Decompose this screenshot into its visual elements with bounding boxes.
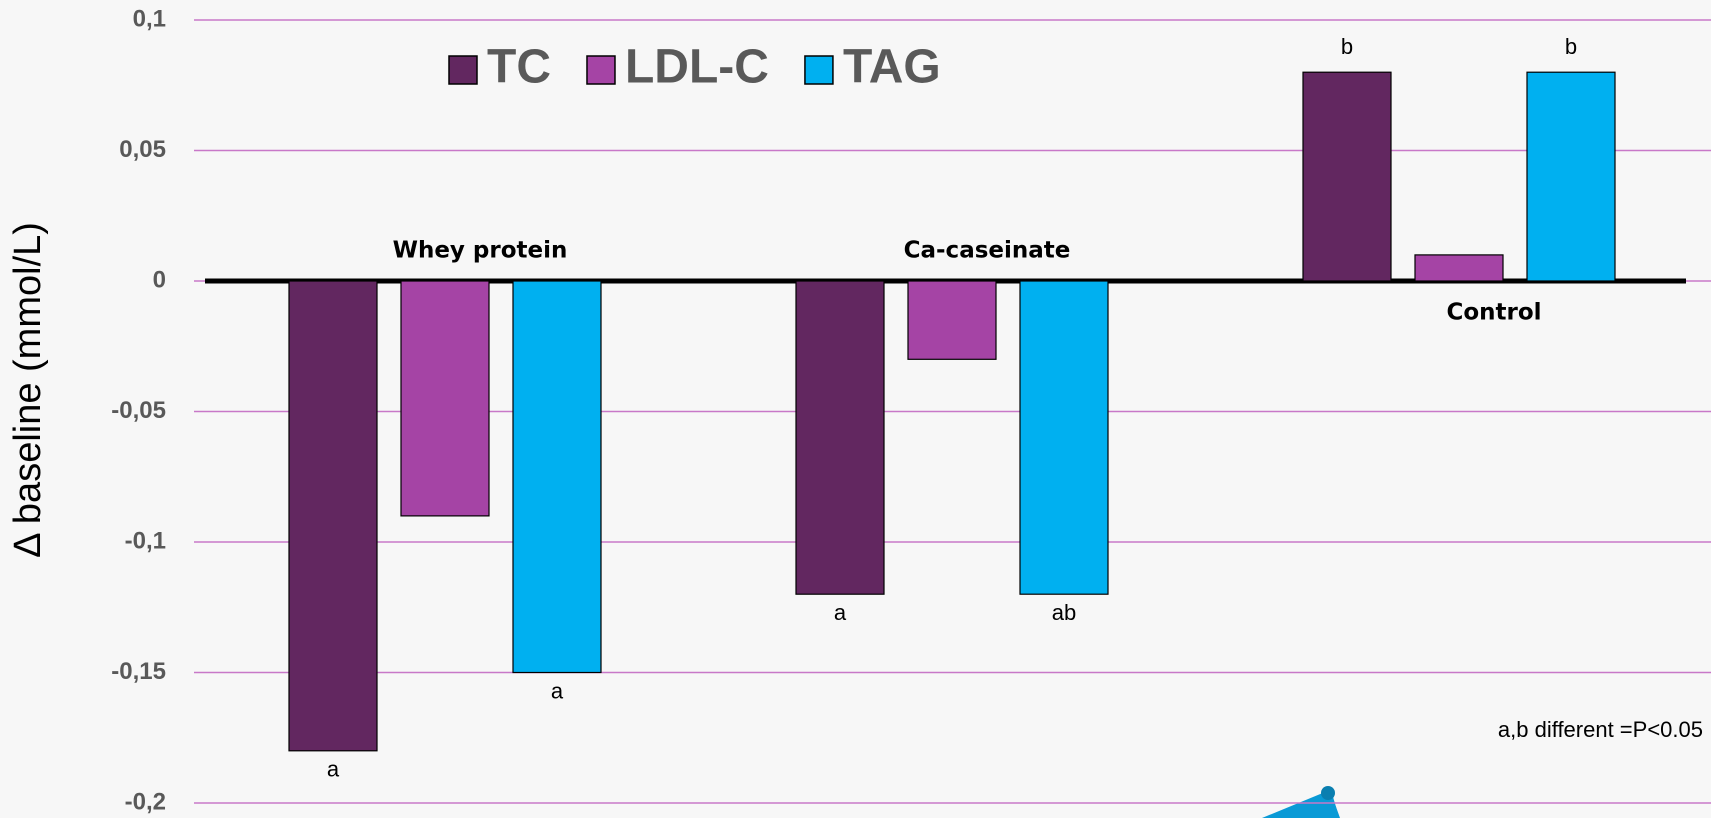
y-tick-label: 0 [153,266,166,293]
y-tick-label: -0,05 [111,397,166,424]
y-tick-label: -0,15 [111,658,166,685]
note: a,b different =P<0.05 [1498,717,1703,742]
bar [288,280,378,752]
category-label: Ca-caseinate [904,238,1071,264]
y-tick-label: 0,05 [119,136,166,163]
bar [795,280,885,595]
bar [1302,71,1392,282]
arrow [1262,786,1340,818]
legend-swatch [448,55,478,85]
significance-letter: b [1341,34,1353,59]
bar [400,280,490,517]
significance-letter: ab [1052,600,1076,625]
significance-letter: a [834,600,847,625]
significance-letter: a [551,678,564,703]
y-tick-label: 0,1 [133,5,166,32]
significance-letter: b [1565,34,1577,59]
bar [1019,280,1109,595]
legend-swatch [804,55,834,85]
category-label: Control [1446,300,1541,326]
significance-letter: a [327,757,340,782]
bar [907,280,997,360]
legend-swatch [586,55,616,85]
category-label: Whey protein [393,238,568,264]
legend-label: LDL-C [625,41,769,94]
bar [1526,71,1616,282]
y-tick-label: -0,2 [125,788,166,815]
y-tick-label: -0,1 [125,527,166,554]
bar [1414,254,1504,282]
y-axis-label: Δ baseline (mmol/L) [7,222,49,558]
legend-label: TAG [843,41,941,94]
bar [512,280,602,674]
legend-label: TC [487,41,551,94]
